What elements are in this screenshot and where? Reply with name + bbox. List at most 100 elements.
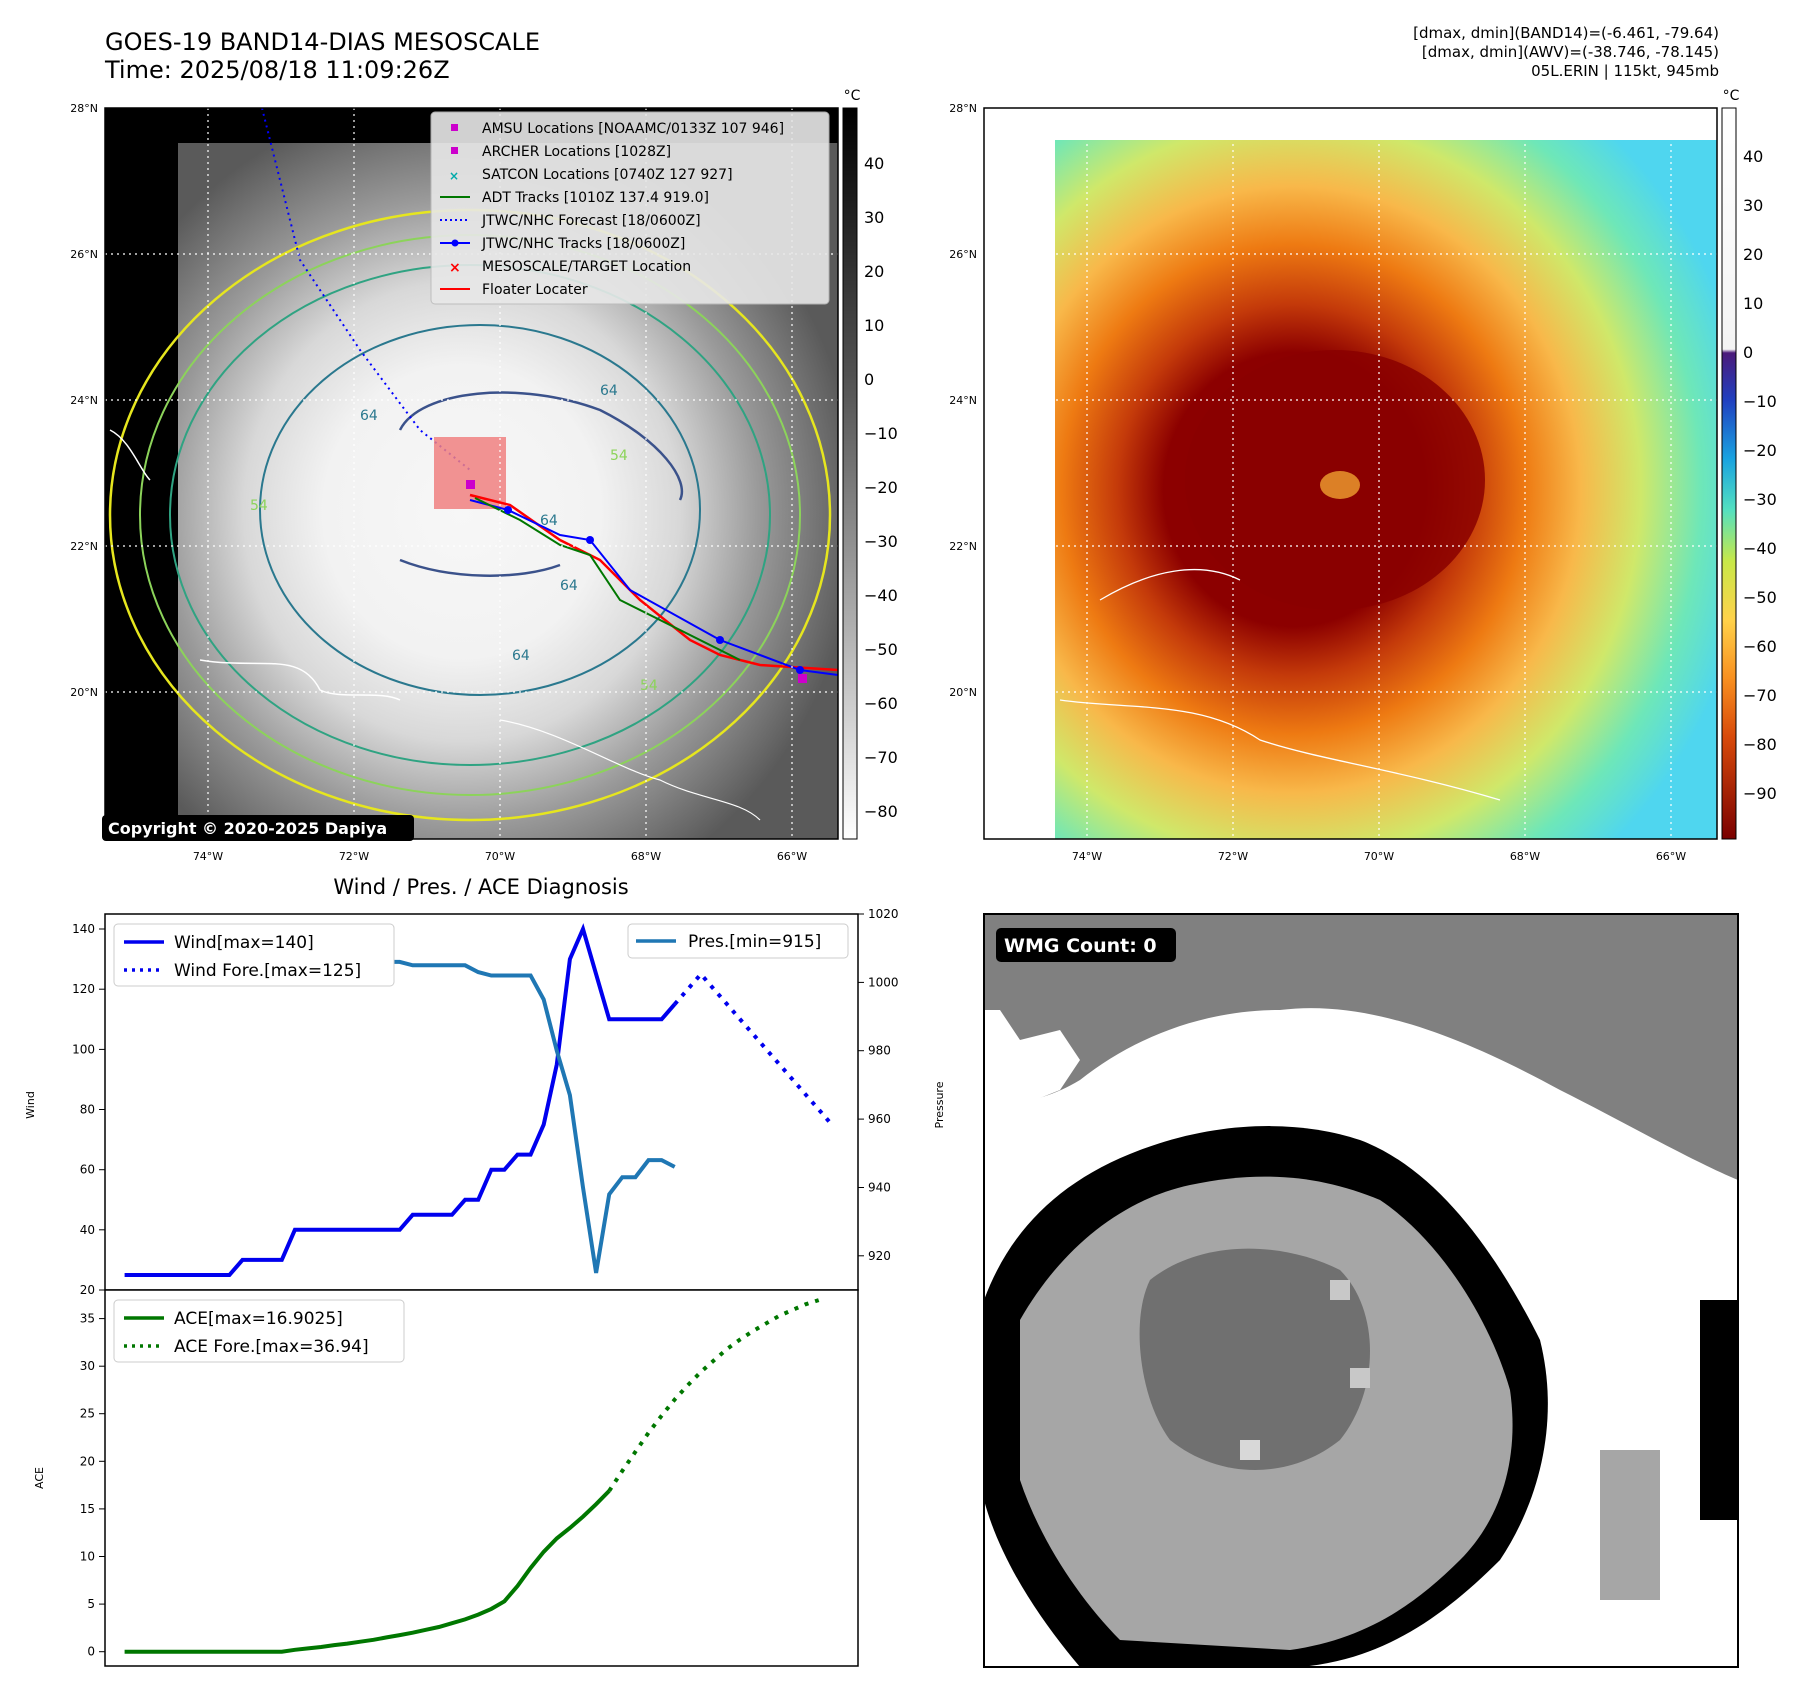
ace-series-line-0 bbox=[124, 1489, 611, 1654]
awv-cb-tick: 0 bbox=[1743, 343, 1753, 362]
ir-cb-tick: 0 bbox=[864, 370, 874, 389]
awv-cb-tick: −50 bbox=[1743, 588, 1777, 607]
awv-cb-tick: −10 bbox=[1743, 392, 1777, 411]
lat-tick: 26°N bbox=[70, 248, 98, 261]
jtwc-point bbox=[716, 636, 724, 644]
ir-cb-tick: 10 bbox=[864, 316, 884, 335]
lon-tick: 72°W bbox=[1218, 850, 1248, 863]
wind-ytick: 20 bbox=[80, 1283, 95, 1297]
lon-tick: 66°W bbox=[777, 850, 807, 863]
awv-lat-ticks: 28°N 26°N 24°N 22°N 20°N bbox=[949, 102, 977, 699]
floater-track bbox=[469, 493, 838, 672]
wmg-white-gap bbox=[984, 1010, 1080, 1110]
awv-gridlines bbox=[984, 108, 1717, 839]
storm-info: 05L.ERIN | 115kt, 945mb bbox=[1531, 62, 1719, 80]
jtwc-point bbox=[504, 506, 512, 514]
wind-ylabel: Wind bbox=[24, 1091, 37, 1119]
pres-ytick: 940 bbox=[868, 1181, 891, 1195]
ir-lat-ticks: 28°N 26°N 24°N 22°N 20°N bbox=[70, 102, 98, 699]
wmg-panel: WMG Count: 0 bbox=[983, 913, 1739, 1668]
copyright-text: Copyright © 2020-2025 Dapiya bbox=[108, 819, 387, 838]
legend-label: JTWC/NHC Tracks [18/0600Z] bbox=[481, 236, 685, 252]
awv-cb-tick: −60 bbox=[1743, 637, 1777, 656]
contour-label: 64 bbox=[560, 578, 578, 594]
awv-range: [dmax, dmin](AWV)=(-38.746, -78.145) bbox=[1421, 43, 1719, 61]
band14-range: [dmax, dmin](BAND14)=(-6.461, -79.64) bbox=[1413, 24, 1719, 42]
lon-tick: 68°W bbox=[1510, 850, 1540, 863]
lon-tick: 72°W bbox=[339, 850, 369, 863]
ace-series-line-1 bbox=[607, 1298, 820, 1492]
wind-ytick: 60 bbox=[80, 1163, 95, 1177]
contour-label: 64 bbox=[512, 648, 530, 664]
ace-legend-box bbox=[113, 1299, 405, 1363]
wmg-right-gray bbox=[1600, 1450, 1660, 1600]
ace-ytick: 20 bbox=[80, 1454, 95, 1468]
adt-track bbox=[474, 497, 741, 661]
wind-ytick: 100 bbox=[72, 1042, 95, 1056]
ir-cb-tick: 40 bbox=[864, 154, 884, 173]
ir-cb-tick: −10 bbox=[864, 424, 898, 443]
archer-marker bbox=[466, 480, 475, 489]
legend-label: MESOSCALE/TARGET Location bbox=[482, 259, 691, 275]
awv-cb-tick: 10 bbox=[1743, 294, 1763, 313]
ir-cb-tick: −80 bbox=[864, 802, 898, 821]
lat-tick: 24°N bbox=[949, 394, 977, 407]
lon-tick: 68°W bbox=[631, 850, 661, 863]
awv-frame bbox=[983, 107, 1718, 840]
ace-ytick: 0 bbox=[87, 1645, 95, 1659]
series-line-0 bbox=[124, 923, 677, 1277]
awv-cb-tick: −20 bbox=[1743, 441, 1777, 460]
jtwc-track bbox=[469, 499, 838, 676]
wmg-dark-core bbox=[1139, 1248, 1370, 1470]
ace-ylabel: ACE bbox=[33, 1467, 46, 1489]
wmg-edge-black bbox=[1700, 1300, 1738, 1520]
pres-ytick: 1020 bbox=[868, 907, 899, 921]
ir-cb-tick: 30 bbox=[864, 208, 884, 227]
pres-legend-box bbox=[627, 923, 849, 959]
wind-yticks: 140 120 100 80 60 40 20 bbox=[72, 922, 105, 1297]
legend-label: AMSU Locations [NOAAMC/0133Z 107 946] bbox=[482, 121, 784, 137]
ir-cb-tick: −50 bbox=[864, 640, 898, 659]
legend-acefore-label: ACE Fore.[max=36.94] bbox=[174, 1337, 369, 1357]
awv-cb-tick: 30 bbox=[1743, 196, 1763, 215]
awv-eye bbox=[1320, 471, 1360, 499]
ir-cb-tick: −30 bbox=[864, 532, 898, 551]
legend-label: ADT Tracks [1010Z 137.4 919.0] bbox=[482, 190, 709, 206]
wmg-upper-gray bbox=[984, 914, 1738, 1180]
copyright-box bbox=[102, 815, 414, 841]
awv-lon-ticks: 74°W 72°W 70°W 68°W 66°W bbox=[1072, 850, 1686, 863]
ir-colorbar bbox=[842, 107, 858, 840]
wind-legend-box bbox=[113, 923, 395, 987]
contour-label: 54 bbox=[640, 678, 658, 694]
amsu-marker bbox=[798, 674, 807, 683]
contour-label: 64 bbox=[600, 383, 618, 399]
ir-colorbar-unit: °C bbox=[844, 88, 861, 104]
contour-label: 64 bbox=[540, 513, 558, 529]
lon-tick: 74°W bbox=[1072, 850, 1102, 863]
ir-cb-tick: 20 bbox=[864, 262, 884, 281]
wind-ytick: 140 bbox=[72, 922, 95, 936]
ir-legend: AMSU Locations [NOAAMC/0133Z 107 946] AR… bbox=[430, 111, 830, 305]
awv-cb-tick: −40 bbox=[1743, 539, 1777, 558]
ir-cb-tick: −70 bbox=[864, 748, 898, 767]
contour-blue-teal bbox=[259, 324, 701, 696]
awv-cb-tick: 20 bbox=[1743, 245, 1763, 264]
wmg-bright-cell bbox=[1330, 1280, 1350, 1300]
ace-ytick: 35 bbox=[80, 1312, 95, 1326]
floater-box bbox=[434, 437, 506, 509]
ir-frame bbox=[104, 107, 839, 840]
legend-label: JTWC/NHC Forecast [18/0600Z] bbox=[481, 213, 701, 229]
ace-ytick: 5 bbox=[87, 1597, 95, 1611]
awv-cb-tick: −70 bbox=[1743, 686, 1777, 705]
awv-coastline bbox=[1059, 569, 1501, 801]
legend-marker-amsu bbox=[451, 124, 458, 131]
lat-tick: 28°N bbox=[70, 102, 98, 115]
legend-marker-satcon: × bbox=[449, 169, 459, 183]
pres-yticks: 1020 1000 980 960 940 920 bbox=[858, 907, 899, 1263]
coastline bbox=[499, 719, 761, 821]
wmg-label-box bbox=[996, 928, 1176, 962]
lat-tick: 20°N bbox=[70, 686, 98, 699]
coastline bbox=[109, 429, 401, 701]
contour-label: 54 bbox=[250, 498, 268, 514]
wmg-bright-cell bbox=[1350, 1368, 1370, 1388]
